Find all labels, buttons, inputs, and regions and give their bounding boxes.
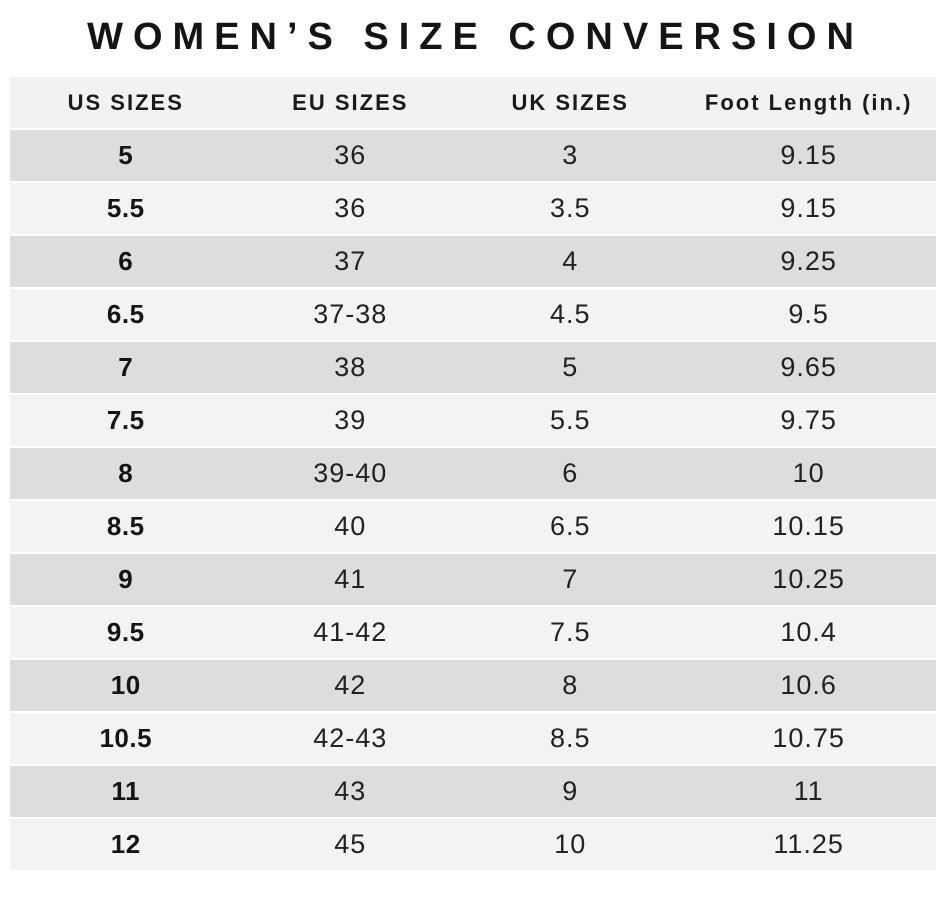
us-size-cell: 11 (10, 766, 242, 817)
table-row: 7.5 39 5.5 9.75 (10, 395, 936, 446)
table-row: 6 37 4 9.25 (10, 236, 936, 287)
table-row: 5.5 36 3.5 9.15 (10, 183, 936, 234)
uk-size-cell: 4.5 (459, 289, 682, 340)
foot-length-cell: 9.15 (681, 183, 936, 234)
uk-size-cell: 5 (459, 342, 682, 393)
us-size-cell: 5 (10, 130, 242, 181)
table-row: 7 38 5 9.65 (10, 342, 936, 393)
eu-size-cell: 41-42 (241, 607, 460, 658)
uk-size-cell: 7 (459, 554, 682, 605)
table-row: 8 39-40 6 10 (10, 448, 936, 499)
foot-length-cell: 10.4 (681, 607, 936, 658)
uk-size-cell: 4 (459, 236, 682, 287)
table-header-row: US SIZES EU SIZES UK SIZES Foot Length (… (10, 77, 936, 128)
uk-size-cell: 10 (459, 819, 682, 870)
eu-size-cell: 37 (241, 236, 460, 287)
us-size-cell: 9 (10, 554, 242, 605)
foot-length-cell: 9.75 (681, 395, 936, 446)
size-conversion-table: US SIZES EU SIZES UK SIZES Foot Length (… (10, 75, 936, 872)
us-size-cell: 10.5 (10, 713, 242, 764)
foot-length-cell: 11.25 (681, 819, 936, 870)
eu-size-cell: 37-38 (241, 289, 460, 340)
uk-size-cell: 5.5 (459, 395, 682, 446)
eu-size-cell: 39 (241, 395, 460, 446)
uk-size-cell: 6.5 (459, 501, 682, 552)
table-row: 6.5 37-38 4.5 9.5 (10, 289, 936, 340)
uk-size-cell: 3.5 (459, 183, 682, 234)
us-size-cell: 6 (10, 236, 242, 287)
table-body: 5 36 3 9.15 5.5 36 3.5 9.15 6 37 4 9.25 6.5 37-38 4.5 9… (10, 130, 936, 870)
table-row: 10.5 42-43 8.5 10.75 (10, 713, 936, 764)
uk-size-cell: 3 (459, 130, 682, 181)
uk-size-cell: 7.5 (459, 607, 682, 658)
table-row: 11 43 9 11 (10, 766, 936, 817)
foot-length-cell: 11 (681, 766, 936, 817)
foot-length-cell: 9.65 (681, 342, 936, 393)
eu-size-cell: 40 (241, 501, 460, 552)
eu-size-cell: 39-40 (241, 448, 460, 499)
table-row: 12 45 10 11.25 (10, 819, 936, 870)
eu-size-cell: 36 (241, 130, 460, 181)
us-size-cell: 9.5 (10, 607, 242, 658)
eu-size-cell: 38 (241, 342, 460, 393)
eu-size-cell: 42-43 (241, 713, 460, 764)
column-header-us-sizes: US SIZES (10, 77, 242, 128)
foot-length-cell: 10.25 (681, 554, 936, 605)
table-row: 8.5 40 6.5 10.15 (10, 501, 936, 552)
table-row: 10 42 8 10.6 (10, 660, 936, 711)
uk-size-cell: 8 (459, 660, 682, 711)
eu-size-cell: 36 (241, 183, 460, 234)
us-size-cell: 7.5 (10, 395, 242, 446)
table-row: 5 36 3 9.15 (10, 130, 936, 181)
us-size-cell: 10 (10, 660, 242, 711)
table-row: 9 41 7 10.25 (10, 554, 936, 605)
eu-size-cell: 45 (241, 819, 460, 870)
us-size-cell: 8.5 (10, 501, 242, 552)
column-header-foot-length: Foot Length (in.) (681, 77, 936, 128)
uk-size-cell: 8.5 (459, 713, 682, 764)
foot-length-cell: 9.15 (681, 130, 936, 181)
column-header-uk-sizes: UK SIZES (459, 77, 682, 128)
table-row: 9.5 41-42 7.5 10.4 (10, 607, 936, 658)
eu-size-cell: 42 (241, 660, 460, 711)
foot-length-cell: 10.6 (681, 660, 936, 711)
foot-length-cell: 9.5 (681, 289, 936, 340)
uk-size-cell: 6 (459, 448, 682, 499)
us-size-cell: 8 (10, 448, 242, 499)
eu-size-cell: 43 (241, 766, 460, 817)
page-title: WOMEN’S SIZE CONVERSION (87, 16, 864, 58)
foot-length-cell: 10 (681, 448, 936, 499)
uk-size-cell: 9 (459, 766, 682, 817)
us-size-cell: 5.5 (10, 183, 242, 234)
us-size-cell: 12 (10, 819, 242, 870)
column-header-eu-sizes: EU SIZES (241, 77, 460, 128)
eu-size-cell: 41 (241, 554, 460, 605)
us-size-cell: 6.5 (10, 289, 242, 340)
us-size-cell: 7 (10, 342, 242, 393)
foot-length-cell: 9.25 (681, 236, 936, 287)
foot-length-cell: 10.15 (681, 501, 936, 552)
foot-length-cell: 10.75 (681, 713, 936, 764)
